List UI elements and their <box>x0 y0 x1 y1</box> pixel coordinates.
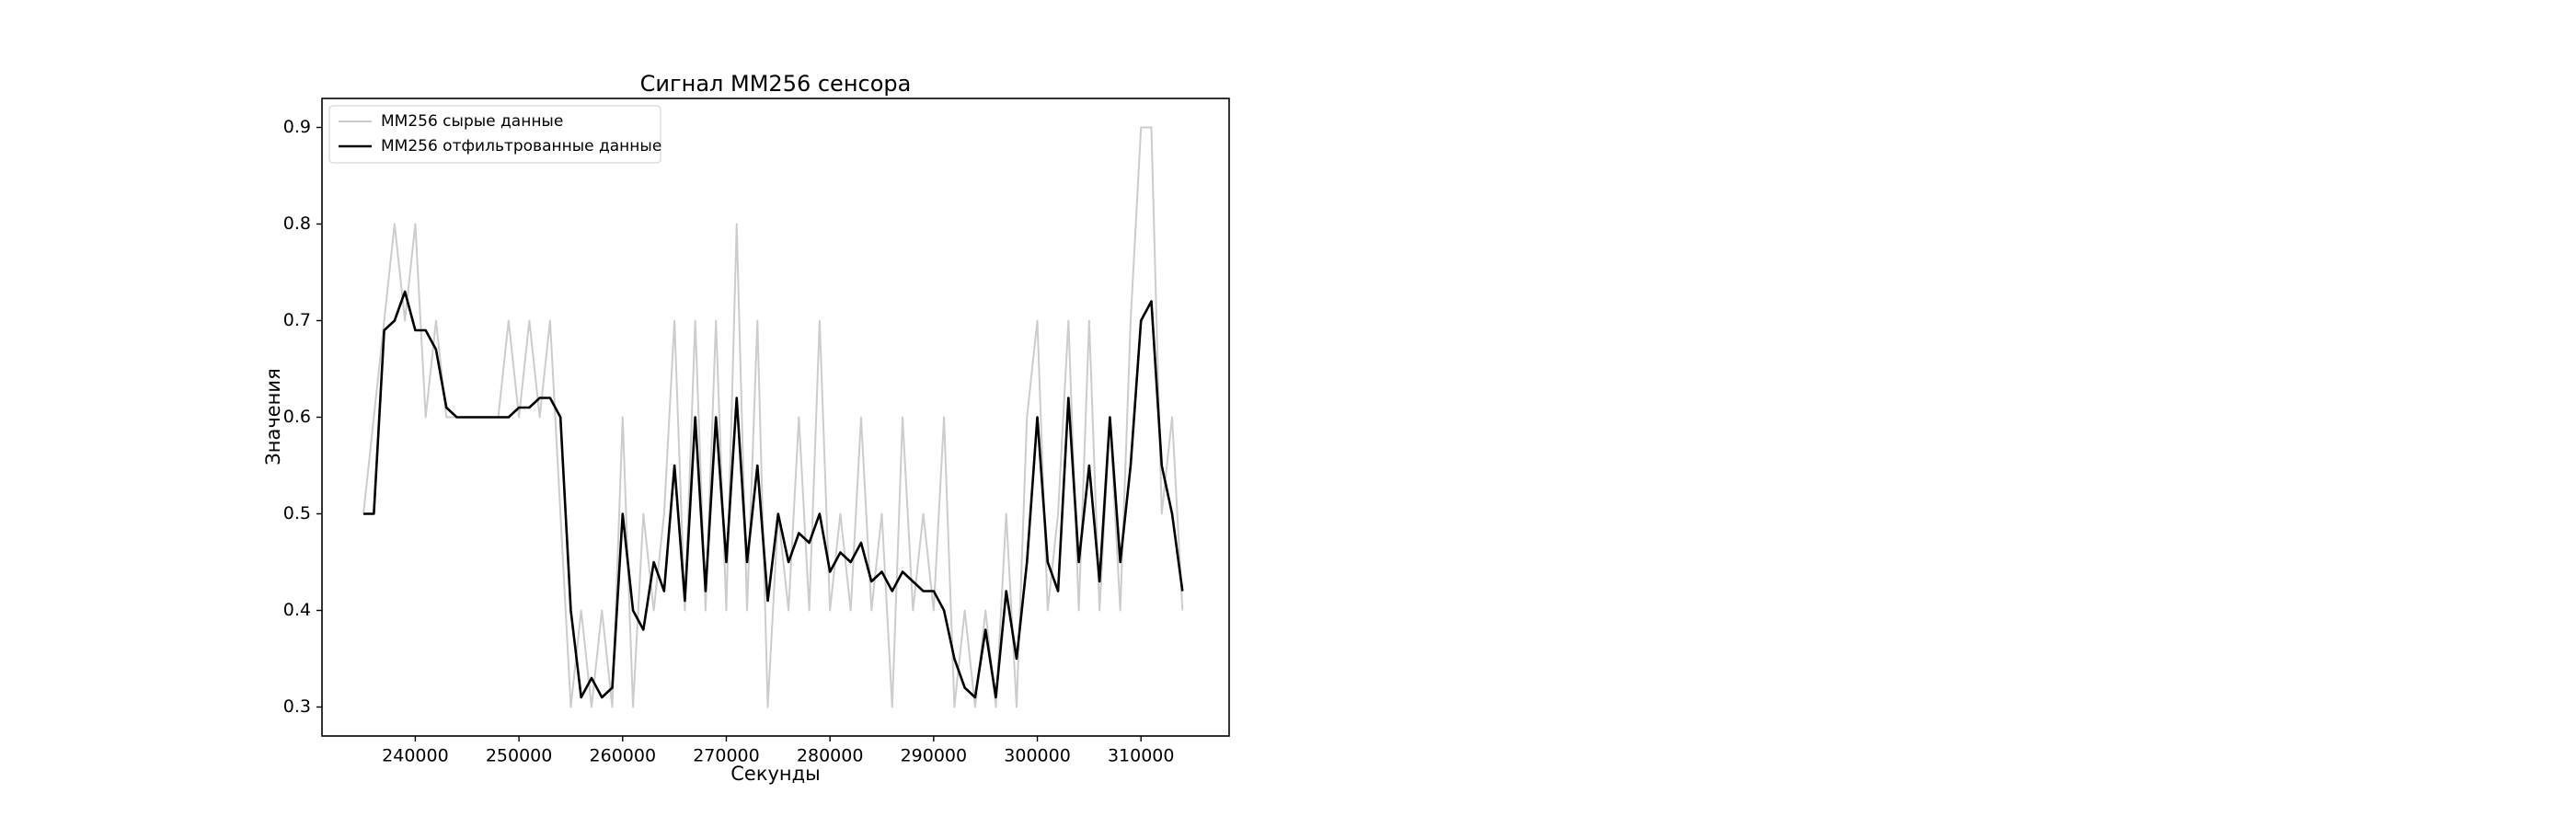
x-tick-label: 310000 <box>1108 746 1175 766</box>
x-tick-label: 250000 <box>486 746 553 766</box>
y-tick-label: 0.7 <box>283 310 311 330</box>
x-tick-label: 300000 <box>1004 746 1071 766</box>
series-line <box>363 290 1184 699</box>
y-tick-label: 0.5 <box>283 503 311 523</box>
y-tick-label: 0.3 <box>283 696 311 717</box>
x-tick-label: 290000 <box>901 746 968 766</box>
y-tick-label: 0.6 <box>283 407 311 427</box>
y-tick-label: 0.9 <box>283 117 311 137</box>
x-tick-label: 240000 <box>382 746 449 766</box>
chart-title: Сигнал MM256 сенсора <box>640 71 912 97</box>
x-axis-label: Секунды <box>730 763 821 785</box>
x-tick-label: 280000 <box>797 746 864 766</box>
legend-label: MM256 отфильтрованные данные <box>381 137 661 155</box>
y-axis-label: Значения <box>262 368 284 465</box>
series-line <box>362 126 1184 708</box>
legend-label: MM256 сырые данные <box>381 112 563 131</box>
x-tick-label: 260000 <box>590 746 657 766</box>
legend-box <box>328 105 661 164</box>
y-tick-label: 0.4 <box>283 600 311 620</box>
y-tick-label: 0.8 <box>283 213 311 234</box>
x-tick-label: 270000 <box>693 746 760 766</box>
